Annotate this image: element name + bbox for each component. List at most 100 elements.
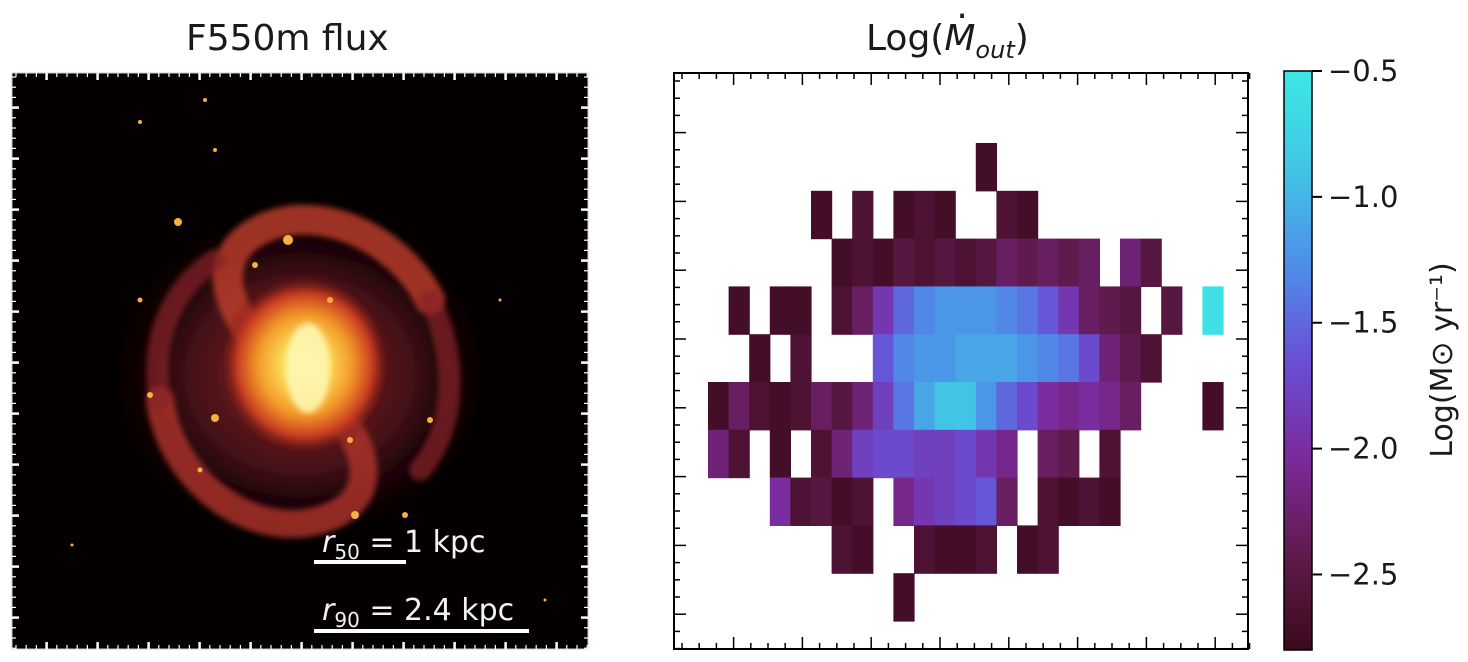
heatmap-cell <box>955 429 977 479</box>
heatmap-cell <box>1058 238 1080 287</box>
heatmap-cell <box>1202 286 1224 335</box>
heatmap-cell <box>1099 286 1121 335</box>
heatmap-cell <box>893 334 915 383</box>
heatmap-cell <box>934 190 956 240</box>
heatmap-cell <box>1017 525 1039 574</box>
heatmap-cell <box>1078 334 1100 383</box>
colorbar-label: Log(M⊙ yr⁻¹) <box>1425 262 1460 458</box>
heatmap-cell <box>1037 238 1059 287</box>
heatmap-cell <box>893 382 915 431</box>
heatmap-cell <box>769 429 791 479</box>
heatmap-cell <box>728 429 750 479</box>
heatmap-cell <box>852 525 874 574</box>
heatmap-cell <box>831 477 853 526</box>
heatmap-cell <box>893 429 915 479</box>
heatmap-cell <box>975 238 997 287</box>
heatmap-cell <box>790 286 812 335</box>
heatmap-cell <box>708 382 730 431</box>
right-panel-title: Log(· Mout) <box>866 0 1029 65</box>
heatmap-cell <box>852 286 874 335</box>
heatmap-cell <box>872 238 894 287</box>
heatmap-cell <box>1037 525 1059 574</box>
heatmap-cell <box>872 429 894 479</box>
heatmap-cell <box>893 190 915 240</box>
heatmap-cell <box>872 334 894 383</box>
heatmap-cell <box>1058 477 1080 526</box>
heatmap-cell <box>934 477 956 526</box>
heatmap-cell <box>914 334 936 383</box>
heatmap-cell <box>1017 238 1039 287</box>
heatmap-cell <box>790 334 812 383</box>
heatmap-cell <box>749 382 771 431</box>
heatmap-cell <box>934 525 956 574</box>
heatmap-cell <box>975 477 997 526</box>
heatmap-cell <box>1140 334 1162 383</box>
heatmap-cell <box>996 477 1018 526</box>
heatmap-cell <box>893 286 915 335</box>
heatmap-cell <box>955 477 977 526</box>
heatmap-cell <box>769 477 791 526</box>
heatmap-cells <box>708 143 1224 622</box>
heatmap-cell <box>893 238 915 287</box>
heatmap-cell <box>708 429 730 479</box>
heatmap-cell <box>996 238 1018 287</box>
heatmap-cell <box>1099 429 1121 479</box>
heatmap-cell <box>934 286 956 335</box>
heatmap-cell <box>996 334 1018 383</box>
heatmap-cell <box>1099 382 1121 431</box>
heatmap-cell <box>769 382 791 431</box>
heatmap-cell <box>1058 334 1080 383</box>
heatmap-cell <box>975 429 997 479</box>
heatmap-cell <box>1058 286 1080 335</box>
heatmap-cell <box>934 382 956 431</box>
heatmap-cell <box>975 525 997 574</box>
heatmap-cell <box>914 477 936 526</box>
heatmap-cell <box>852 477 874 526</box>
heatmap-cell <box>1017 286 1039 335</box>
heatmap-cell <box>934 334 956 383</box>
heatmap-frame <box>673 72 1249 650</box>
heatmap-cell <box>872 286 894 335</box>
heatmap-cell <box>1099 334 1121 383</box>
heatmap-cell <box>790 477 812 526</box>
r50-label: r50 = 1 kpc <box>322 525 486 564</box>
heatmap-cell <box>1017 382 1039 431</box>
heatmap-cell <box>1202 382 1224 431</box>
heatmap-cell <box>811 382 833 431</box>
heatmap-cell <box>1058 429 1080 479</box>
colorbar-tick-label: −1.0 <box>1328 180 1398 214</box>
r90-label: r90 = 2.4 kpc <box>322 593 514 632</box>
heatmap-cell <box>1078 238 1100 287</box>
heatmap-cell <box>1058 382 1080 431</box>
heatmap-cell <box>1078 477 1100 526</box>
heatmap-cell <box>955 238 977 287</box>
heatmap-cell <box>1078 382 1100 431</box>
colorbar-tick-label: −0.5 <box>1328 54 1398 88</box>
heatmap-cell <box>769 286 791 335</box>
heatmap-cell <box>1161 286 1183 335</box>
left-panel-title: F550m flux <box>186 18 389 59</box>
heatmap-cell <box>1037 286 1059 335</box>
heatmap-cell <box>728 286 750 335</box>
colorbar-ticks: −0.5 −1.0 −1.5 −2.0 −2.5 <box>1312 54 1398 591</box>
heatmap-cell <box>1078 286 1100 335</box>
heatmap-cell <box>1037 334 1059 383</box>
heatmap-cell <box>831 429 853 479</box>
heatmap-cell <box>1120 334 1142 383</box>
heatmap-cell <box>831 286 853 335</box>
heatmap-cell <box>1120 286 1142 335</box>
heatmap-cell <box>955 525 977 574</box>
heatmap-cell <box>831 525 853 574</box>
heatmap-cell <box>852 190 874 240</box>
heatmap-cell <box>872 382 894 431</box>
heatmap-cell <box>955 334 977 383</box>
heatmap-cell <box>934 238 956 287</box>
heatmap-cell <box>955 286 977 335</box>
heatmap-cell <box>996 190 1018 240</box>
heatmap-cell <box>934 429 956 479</box>
heatmap-cell <box>831 238 853 287</box>
heatmap-cell <box>790 382 812 431</box>
heatmap-cell <box>831 382 853 431</box>
heatmap-cell <box>1140 238 1162 287</box>
heatmap-cell <box>975 286 997 335</box>
